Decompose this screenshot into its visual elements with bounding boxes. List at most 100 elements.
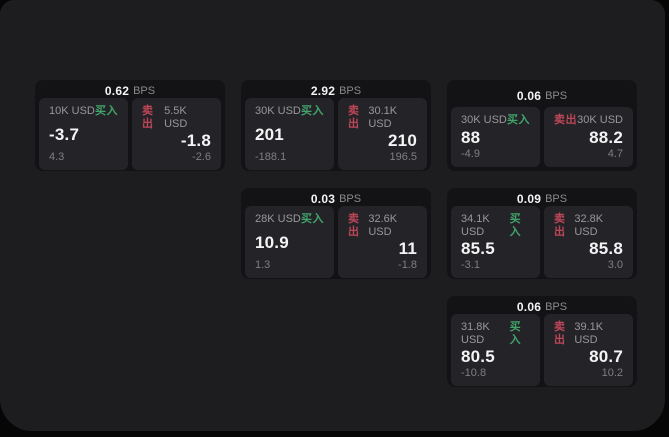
buy-price: 10.9 — [255, 232, 289, 252]
buy-change: -3.1 — [461, 259, 480, 271]
sell-size: 5.5K USD — [164, 105, 188, 130]
sell-quote-tile[interactable]: 卖出 32.8K USD 85.8 3.0 — [544, 206, 633, 278]
buy-size: 34.1K USD — [461, 213, 490, 238]
bps-header: 0.03 BPS — [245, 192, 427, 206]
sell-change: 196.5 — [389, 151, 417, 163]
bps-unit-label: BPS — [339, 85, 362, 97]
buy-size: 31.8K USD — [461, 321, 490, 346]
sell-change: -1.8 — [398, 259, 417, 271]
sell-side-label: 卖出 — [554, 114, 577, 126]
quote-card: 0.62 BPS 10K USD 买入 -3.7 4.3 卖出 5.5K USD… — [35, 80, 225, 171]
sell-price: -1.8 — [180, 131, 211, 150]
bps-header: 2.92 BPS — [245, 84, 427, 98]
buy-toprow: 28K USD 买入 — [255, 213, 324, 226]
quote-sides: 10K USD 买入 -3.7 4.3 卖出 5.5K USD -1.8 -2.… — [39, 98, 221, 170]
bps-value: 0.06 — [516, 300, 542, 314]
sell-size: 32.6K USD — [368, 213, 398, 238]
bps-value: 0.62 — [104, 84, 130, 98]
buy-price: 201 — [255, 124, 284, 144]
buy-price: 80.5 — [461, 347, 495, 366]
buy-toprow: 10K USD 买入 — [49, 105, 118, 118]
buy-side-label: 买入 — [509, 213, 522, 238]
sell-toprow: 卖出 5.5K USD — [142, 105, 211, 131]
bps-value: 0.03 — [310, 192, 336, 206]
buy-side-label: 买入 — [301, 105, 324, 117]
sell-toprow: 卖出 30K USD — [554, 114, 623, 127]
sell-change: 10.2 — [601, 367, 623, 379]
sell-toprow: 卖出 32.6K USD — [348, 213, 417, 239]
buy-size: 10K USD — [49, 105, 95, 117]
sell-side-label: 卖出 — [348, 213, 360, 238]
buy-size: 30K USD — [461, 114, 507, 126]
bps-value: 0.06 — [516, 88, 542, 103]
sell-price: 80.7 — [589, 347, 623, 366]
bps-unit-label: BPS — [133, 85, 156, 97]
sell-price: 210 — [388, 131, 417, 150]
bps-header: 0.06 BPS — [451, 84, 633, 107]
sell-change: -2.6 — [192, 151, 211, 163]
sell-quote-tile[interactable]: 卖出 32.6K USD 11 -1.8 — [338, 206, 427, 278]
sell-size: 30K USD — [577, 114, 623, 126]
bps-unit-label: BPS — [545, 301, 568, 313]
buy-change: -4.9 — [461, 148, 480, 160]
buy-side-label: 买入 — [95, 105, 118, 117]
buy-size: 30K USD — [255, 105, 301, 117]
quote-card: 2.92 BPS 30K USD 买入 201 -188.1 卖出 30.1K … — [241, 80, 431, 171]
sell-size: 30.1K USD — [368, 105, 398, 130]
sell-toprow: 卖出 30.1K USD — [348, 105, 417, 131]
sell-toprow: 卖出 39.1K USD — [554, 321, 623, 347]
sell-toprow: 卖出 32.8K USD — [554, 213, 623, 239]
buy-quote-tile[interactable]: 34.1K USD 买入 85.5 -3.1 — [451, 206, 540, 278]
bps-header: 0.06 BPS — [451, 300, 633, 314]
buy-price: 85.5 — [461, 239, 495, 258]
buy-price: 88 — [461, 127, 481, 147]
sell-quote-tile[interactable]: 卖出 30K USD 88.2 4.7 — [544, 107, 633, 167]
buy-side-label: 买入 — [301, 213, 324, 225]
sell-price: 11 — [398, 239, 417, 258]
buy-toprow: 31.8K USD 买入 — [461, 321, 530, 347]
quote-sides: 31.8K USD 买入 80.5 -10.8 卖出 39.1K USD 80.… — [451, 314, 633, 386]
quote-sides: 28K USD 买入 10.9 1.3 卖出 32.6K USD 11 -1.8 — [245, 206, 427, 278]
buy-quote-tile[interactable]: 31.8K USD 买入 80.5 -10.8 — [451, 314, 540, 386]
buy-quote-tile[interactable]: 10K USD 买入 -3.7 4.3 — [39, 98, 128, 170]
cards-grid: 0.62 BPS 10K USD 买入 -3.7 4.3 卖出 5.5K USD… — [35, 80, 637, 387]
sell-side-label: 卖出 — [142, 105, 154, 130]
buy-quote-tile[interactable]: 28K USD 买入 10.9 1.3 — [245, 206, 334, 278]
sell-quote-tile[interactable]: 卖出 39.1K USD 80.7 10.2 — [544, 314, 633, 386]
bps-unit-label: BPS — [545, 89, 568, 102]
quote-card: 0.09 BPS 34.1K USD 买入 85.5 -3.1 卖出 32.8K… — [447, 188, 637, 279]
sell-size: 32.8K USD — [574, 213, 604, 238]
buy-quote-tile[interactable]: 30K USD 买入 88 -4.9 — [451, 107, 540, 167]
sell-side-label: 卖出 — [554, 321, 566, 346]
bps-unit-label: BPS — [545, 193, 568, 205]
buy-change: 1.3 — [255, 259, 271, 271]
sell-quote-tile[interactable]: 卖出 5.5K USD -1.8 -2.6 — [132, 98, 221, 170]
bps-value: 2.92 — [310, 84, 336, 98]
buy-toprow: 34.1K USD 买入 — [461, 213, 530, 239]
quote-card: 0.03 BPS 28K USD 买入 10.9 1.3 卖出 32.6K US… — [241, 188, 431, 279]
sell-size: 39.1K USD — [574, 321, 604, 346]
quote-sides: 30K USD 买入 88 -4.9 卖出 30K USD 88.2 4.7 — [451, 107, 633, 167]
buy-price: -3.7 — [49, 124, 80, 144]
quote-sides: 34.1K USD 买入 85.5 -3.1 卖出 32.8K USD 85.8… — [451, 206, 633, 278]
sell-price: 88.2 — [589, 127, 623, 147]
sell-change: 4.7 — [607, 148, 623, 160]
bps-header: 0.62 BPS — [39, 84, 221, 98]
bps-header: 0.09 BPS — [451, 192, 633, 206]
buy-change: -10.8 — [461, 367, 487, 379]
sell-change: 3.0 — [607, 259, 623, 271]
buy-quote-tile[interactable]: 30K USD 买入 201 -188.1 — [245, 98, 334, 170]
sell-price: 85.8 — [589, 239, 623, 258]
buy-side-label: 买入 — [509, 321, 522, 346]
bps-unit-label: BPS — [339, 193, 362, 205]
buy-change: -188.1 — [255, 151, 287, 163]
buy-size: 28K USD — [255, 213, 301, 225]
buy-toprow: 30K USD 买入 — [461, 114, 530, 127]
buy-change: 4.3 — [49, 151, 65, 163]
quote-card: 0.06 BPS 30K USD 买入 88 -4.9 卖出 30K USD 8… — [447, 80, 637, 171]
bps-value: 0.09 — [516, 192, 542, 206]
buy-side-label: 买入 — [507, 114, 530, 126]
sell-quote-tile[interactable]: 卖出 30.1K USD 210 196.5 — [338, 98, 427, 170]
quote-sides: 30K USD 买入 201 -188.1 卖出 30.1K USD 210 1… — [245, 98, 427, 170]
